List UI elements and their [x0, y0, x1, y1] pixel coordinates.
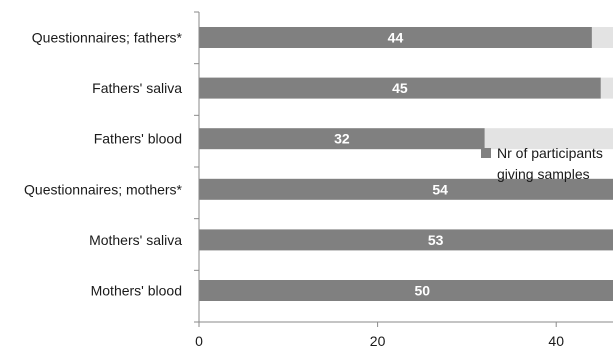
x-tick-label: 20 — [370, 333, 386, 349]
category-label: Mothers' saliva — [89, 232, 182, 248]
x-tick-label: 0 — [195, 333, 203, 349]
legend-label-line-1: Nr of participants — [497, 145, 603, 161]
bar-value-label: 45 — [392, 80, 408, 96]
bar-participants — [199, 77, 601, 99]
bar-participants — [199, 128, 485, 150]
legend-label-line-2: giving samples — [497, 166, 590, 182]
category-label: Questionnaires; mothers* — [24, 181, 183, 197]
category-label: Fathers' blood — [94, 131, 182, 147]
bar-value-label: 54 — [432, 181, 448, 197]
legend: Nr of participants giving samples — [481, 145, 603, 182]
category-label: Mothers' blood — [91, 283, 182, 299]
bar-participants — [199, 27, 592, 48]
bar-participants — [199, 280, 613, 301]
bar-remainder — [600, 77, 613, 99]
bar-remainder — [591, 27, 613, 48]
axes: 0 20 40 — [194, 11, 613, 349]
bar-value-label: 50 — [414, 283, 430, 299]
bar-participants — [199, 178, 613, 200]
bar-participants — [199, 229, 613, 251]
category-label: Fathers' saliva — [92, 80, 182, 96]
bar-value-label: 53 — [428, 232, 444, 248]
bar-value-label: 32 — [334, 131, 350, 147]
x-tick-label: 40 — [548, 333, 564, 349]
bars-layer — [199, 27, 613, 301]
legend-swatch — [481, 148, 491, 158]
bar-remainder — [484, 128, 613, 150]
category-label: Questionnaires; fathers* — [32, 30, 183, 46]
bar-value-label: 44 — [388, 30, 404, 46]
category-labels: 44 Questionnaires; fathers* 45 Fathers' sal… — [24, 30, 448, 299]
